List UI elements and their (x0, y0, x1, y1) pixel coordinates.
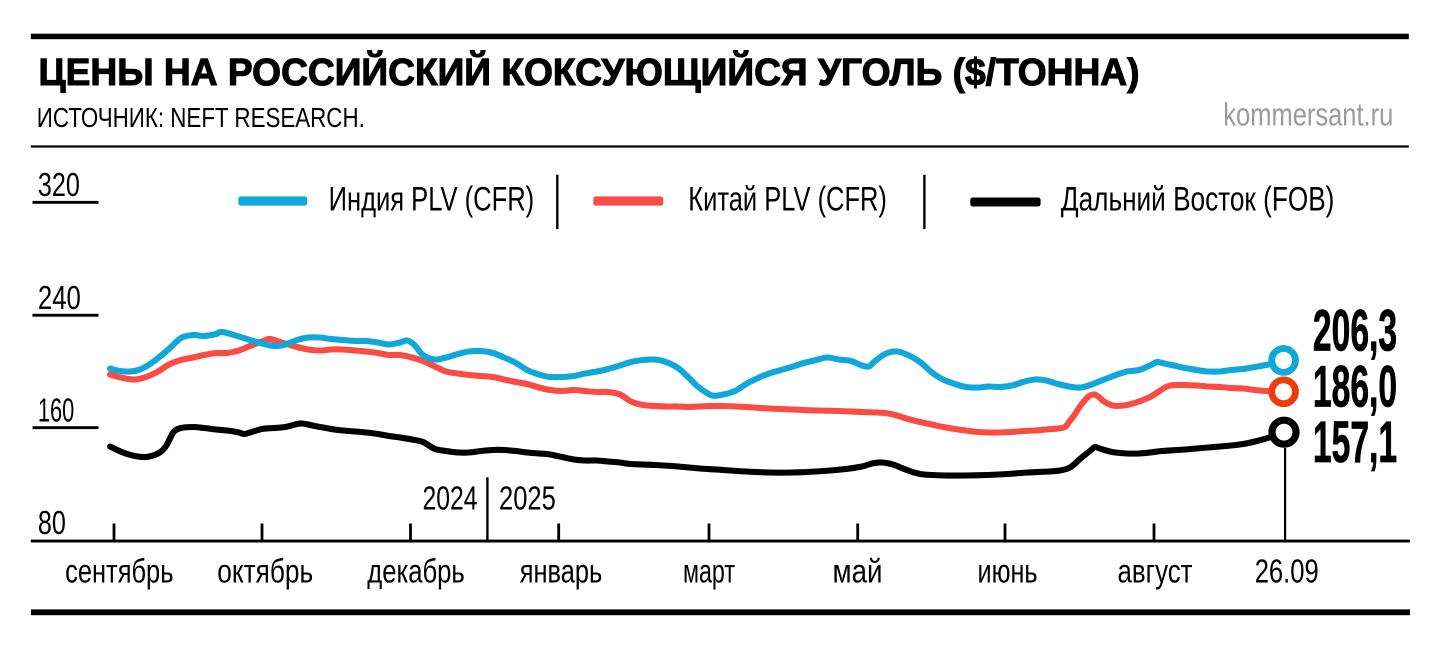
svg-text:июнь: июнь (978, 554, 1038, 591)
svg-text:ИСТОЧНИК: NEFT RESEARCH.: ИСТОЧНИК: NEFT RESEARCH. (37, 102, 365, 133)
svg-text:kommersant.ru: kommersant.ru (1223, 96, 1393, 133)
svg-text:май: май (833, 554, 883, 591)
svg-text:Дальний Восток (FOB): Дальний Восток (FOB) (1061, 180, 1335, 218)
svg-text:240: 240 (38, 280, 81, 317)
svg-text:160: 160 (38, 392, 74, 429)
svg-text:Китай PLV (CFR): Китай PLV (CFR) (688, 180, 887, 218)
svg-text:Индия PLV (CFR): Индия PLV (CFR) (329, 180, 535, 218)
svg-text:26.09: 26.09 (1255, 554, 1319, 591)
svg-text:80: 80 (38, 505, 66, 542)
svg-text:март: март (683, 554, 735, 591)
svg-text:ЦЕНЫ НА РОССИЙСКИЙ КОКСУЮЩИЙСЯ: ЦЕНЫ НА РОССИЙСКИЙ КОКСУЮЩИЙСЯ УГОЛЬ ($/… (39, 51, 1140, 94)
svg-text:2024: 2024 (423, 480, 478, 517)
svg-text:320: 320 (38, 167, 80, 204)
svg-text:январь: январь (520, 554, 603, 591)
svg-text:август: август (1118, 554, 1193, 591)
svg-text:157,1: 157,1 (1313, 410, 1397, 475)
svg-text:206,3: 206,3 (1313, 299, 1397, 364)
svg-text:сентябрь: сентябрь (65, 554, 173, 591)
svg-text:октябрь: октябрь (217, 554, 313, 591)
svg-text:186,0: 186,0 (1313, 354, 1397, 419)
svg-text:2025: 2025 (499, 480, 556, 517)
svg-text:декабрь: декабрь (367, 554, 465, 591)
